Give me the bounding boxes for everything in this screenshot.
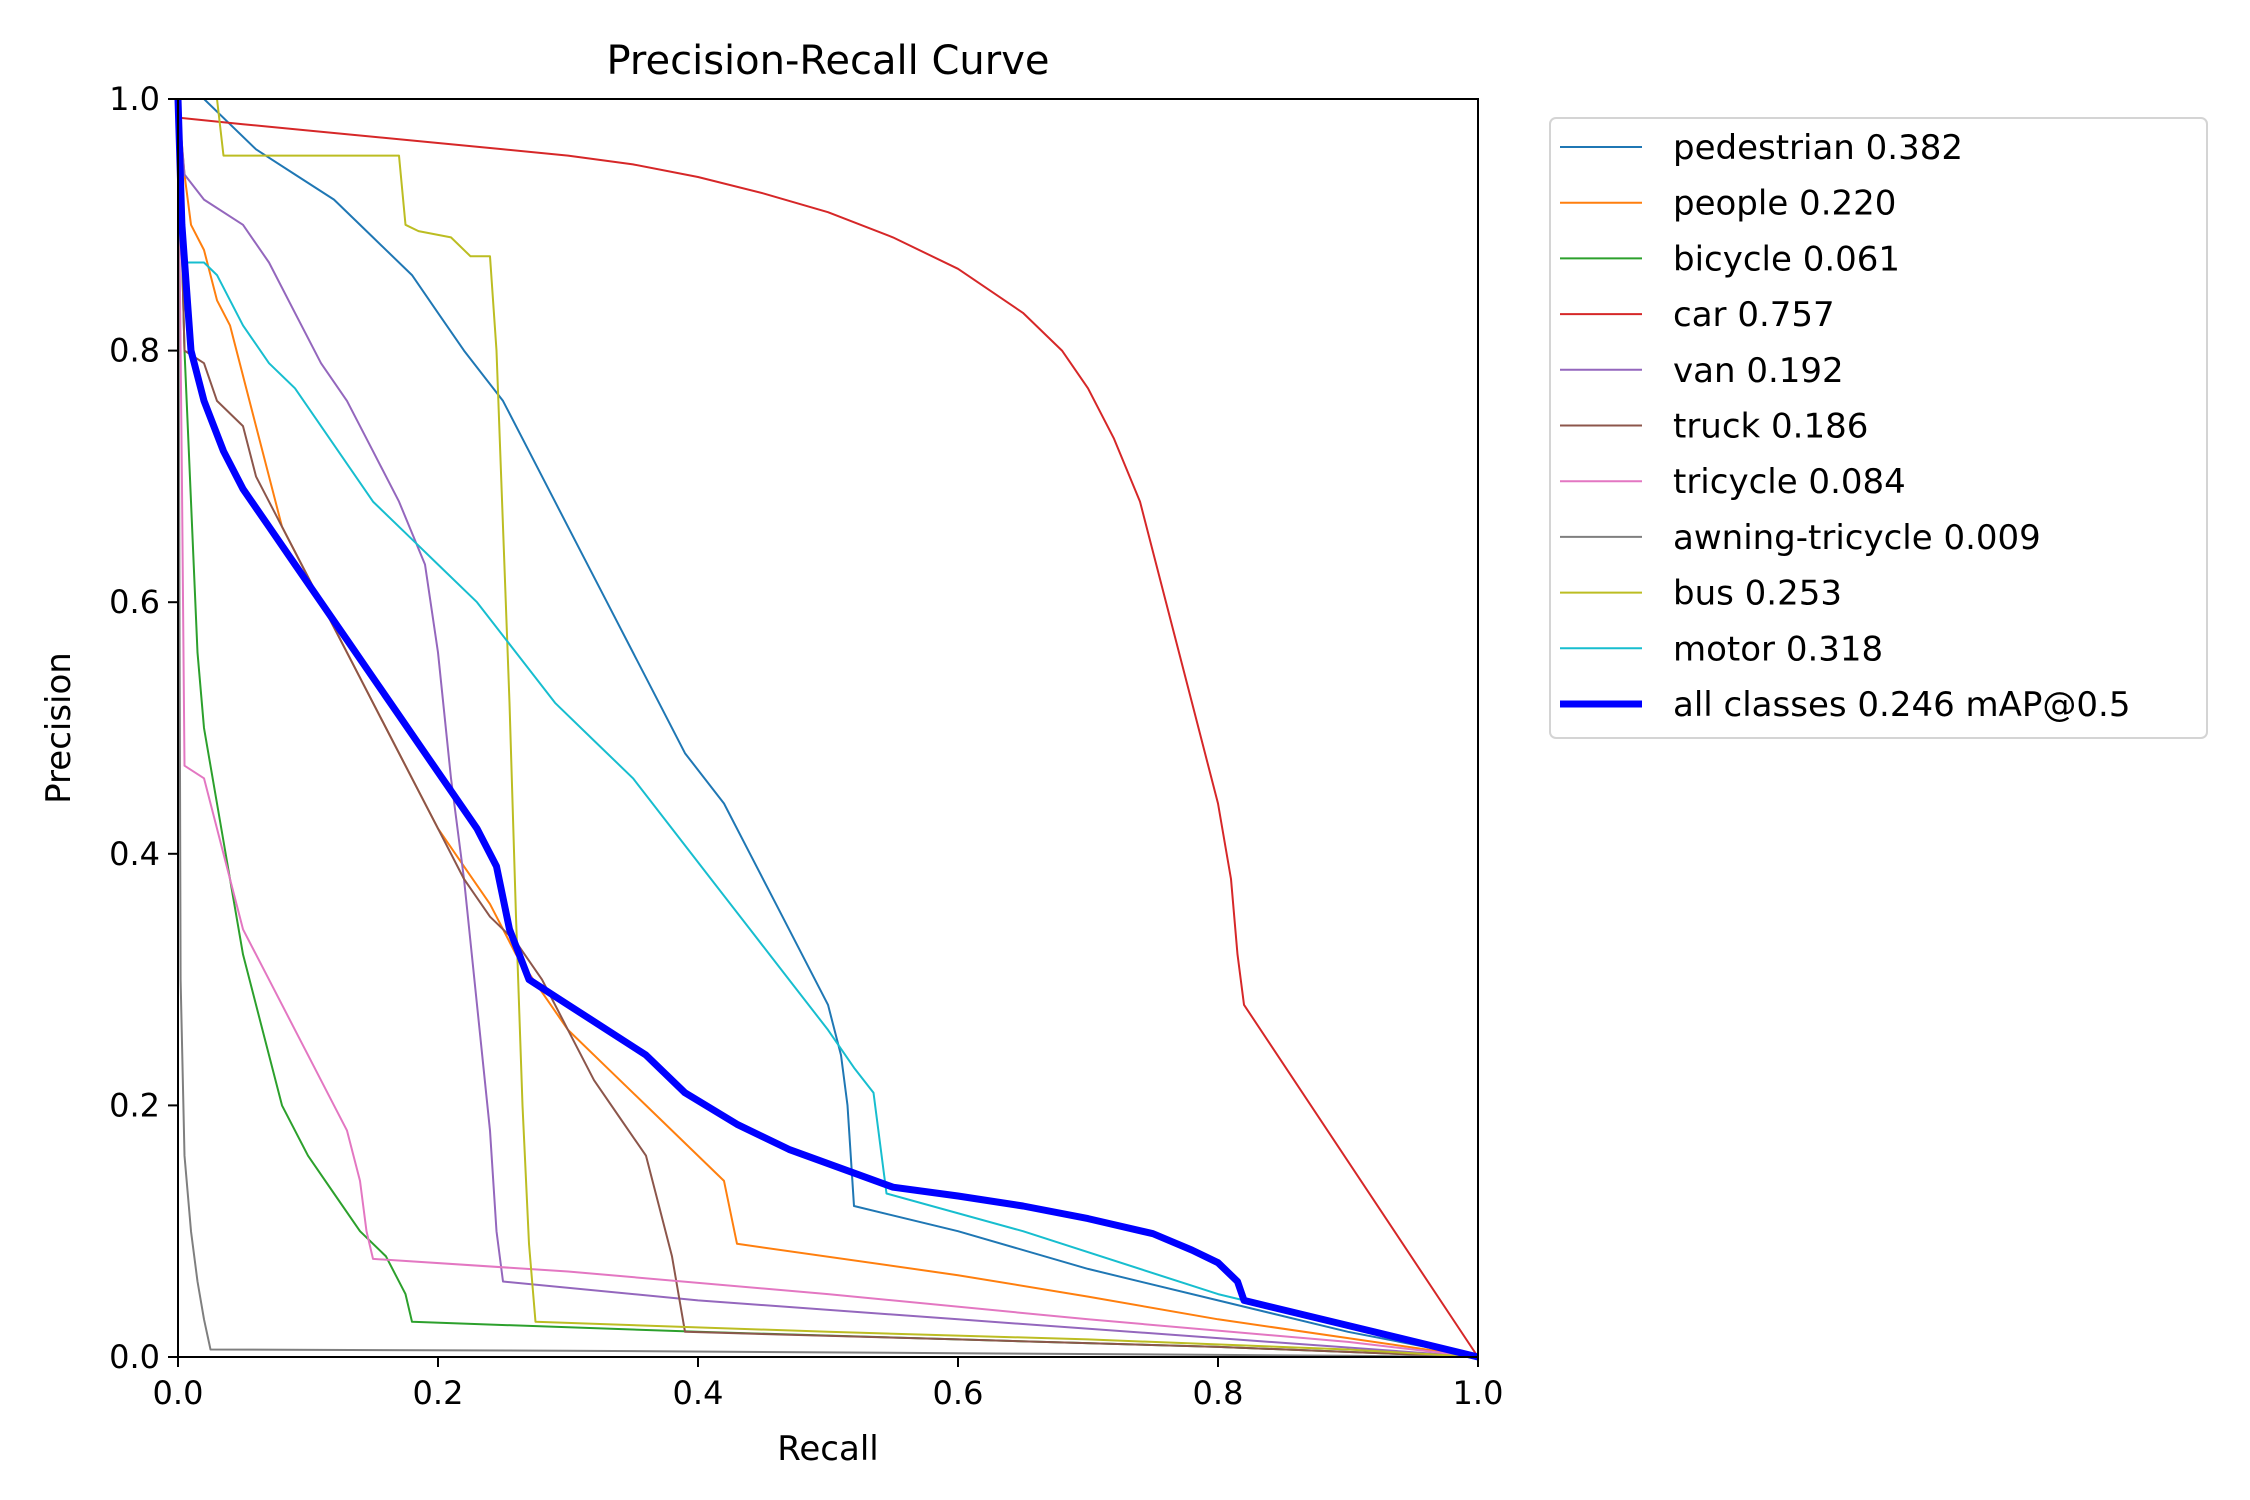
legend-label-4: van 0.192	[1673, 351, 1844, 391]
series-line-7	[177, 98, 1479, 1358]
series-line-8	[178, 98, 1479, 1358]
y-tick-label-2: 0.4	[109, 835, 160, 873]
y-tick-label-3: 0.6	[109, 583, 160, 621]
legend-label-6: tricycle 0.084	[1673, 462, 1906, 502]
series-line-6	[177, 98, 1479, 1358]
y-axis-label: Precision	[39, 652, 79, 804]
x-tick-label-2: 0.4	[673, 1374, 724, 1412]
legend-label-9: motor 0.318	[1673, 629, 1883, 669]
plot-frame	[177, 98, 1479, 1358]
y-tick-label-4: 0.8	[109, 332, 160, 370]
legend-label-1: people 0.220	[1673, 184, 1896, 224]
legend-label-10: all classes 0.246 mAP@0.5	[1673, 685, 2130, 725]
legend-label-3: car 0.757	[1673, 295, 1835, 335]
legend-label-2: bicycle 0.061	[1673, 239, 1900, 279]
legend-box	[1549, 117, 2208, 739]
x-tick-label-4: 0.8	[1193, 1374, 1244, 1412]
y-tick-label-1: 0.2	[109, 1086, 160, 1124]
series-line-10	[174, 98, 1479, 1361]
chart-title: Precision-Recall Curve	[607, 38, 1050, 84]
series-line-5	[177, 98, 1479, 1358]
series-line-3	[177, 98, 1479, 1358]
series-line-4	[177, 98, 1479, 1358]
legend-label-7: awning-tricycle 0.009	[1673, 518, 2041, 558]
series-line-9	[177, 98, 1479, 1358]
x-tick-label-1: 0.2	[413, 1374, 464, 1412]
x-axis-label: Recall	[777, 1429, 878, 1469]
x-axis: 0.0 0.2 0.4 0.6 0.8 1.0	[153, 1357, 1504, 1412]
x-tick-label-3: 0.6	[933, 1374, 984, 1412]
y-tick-label-0: 0.0	[109, 1338, 160, 1376]
legend-label-8: bus 0.253	[1673, 574, 1842, 614]
legend-label-5: truck 0.186	[1673, 407, 1868, 447]
series-line-0	[178, 98, 1479, 1358]
y-axis: 0.0 0.2 0.4 0.6 0.8 1.0	[109, 80, 178, 1376]
y-tick-label-5: 1.0	[109, 80, 160, 118]
legend-label-0: pedestrian 0.382	[1673, 128, 1963, 168]
x-tick-label-5: 1.0	[1453, 1374, 1504, 1412]
x-tick-label-0: 0.0	[153, 1374, 204, 1412]
series-line-2	[177, 98, 1479, 1358]
legend-entries: pedestrian 0.382 people 0.220 bicycle 0.06…	[1560, 128, 2130, 725]
series-layer	[174, 98, 1479, 1361]
legend: pedestrian 0.382 people 0.220 bicycle 0.06…	[1549, 117, 2208, 739]
